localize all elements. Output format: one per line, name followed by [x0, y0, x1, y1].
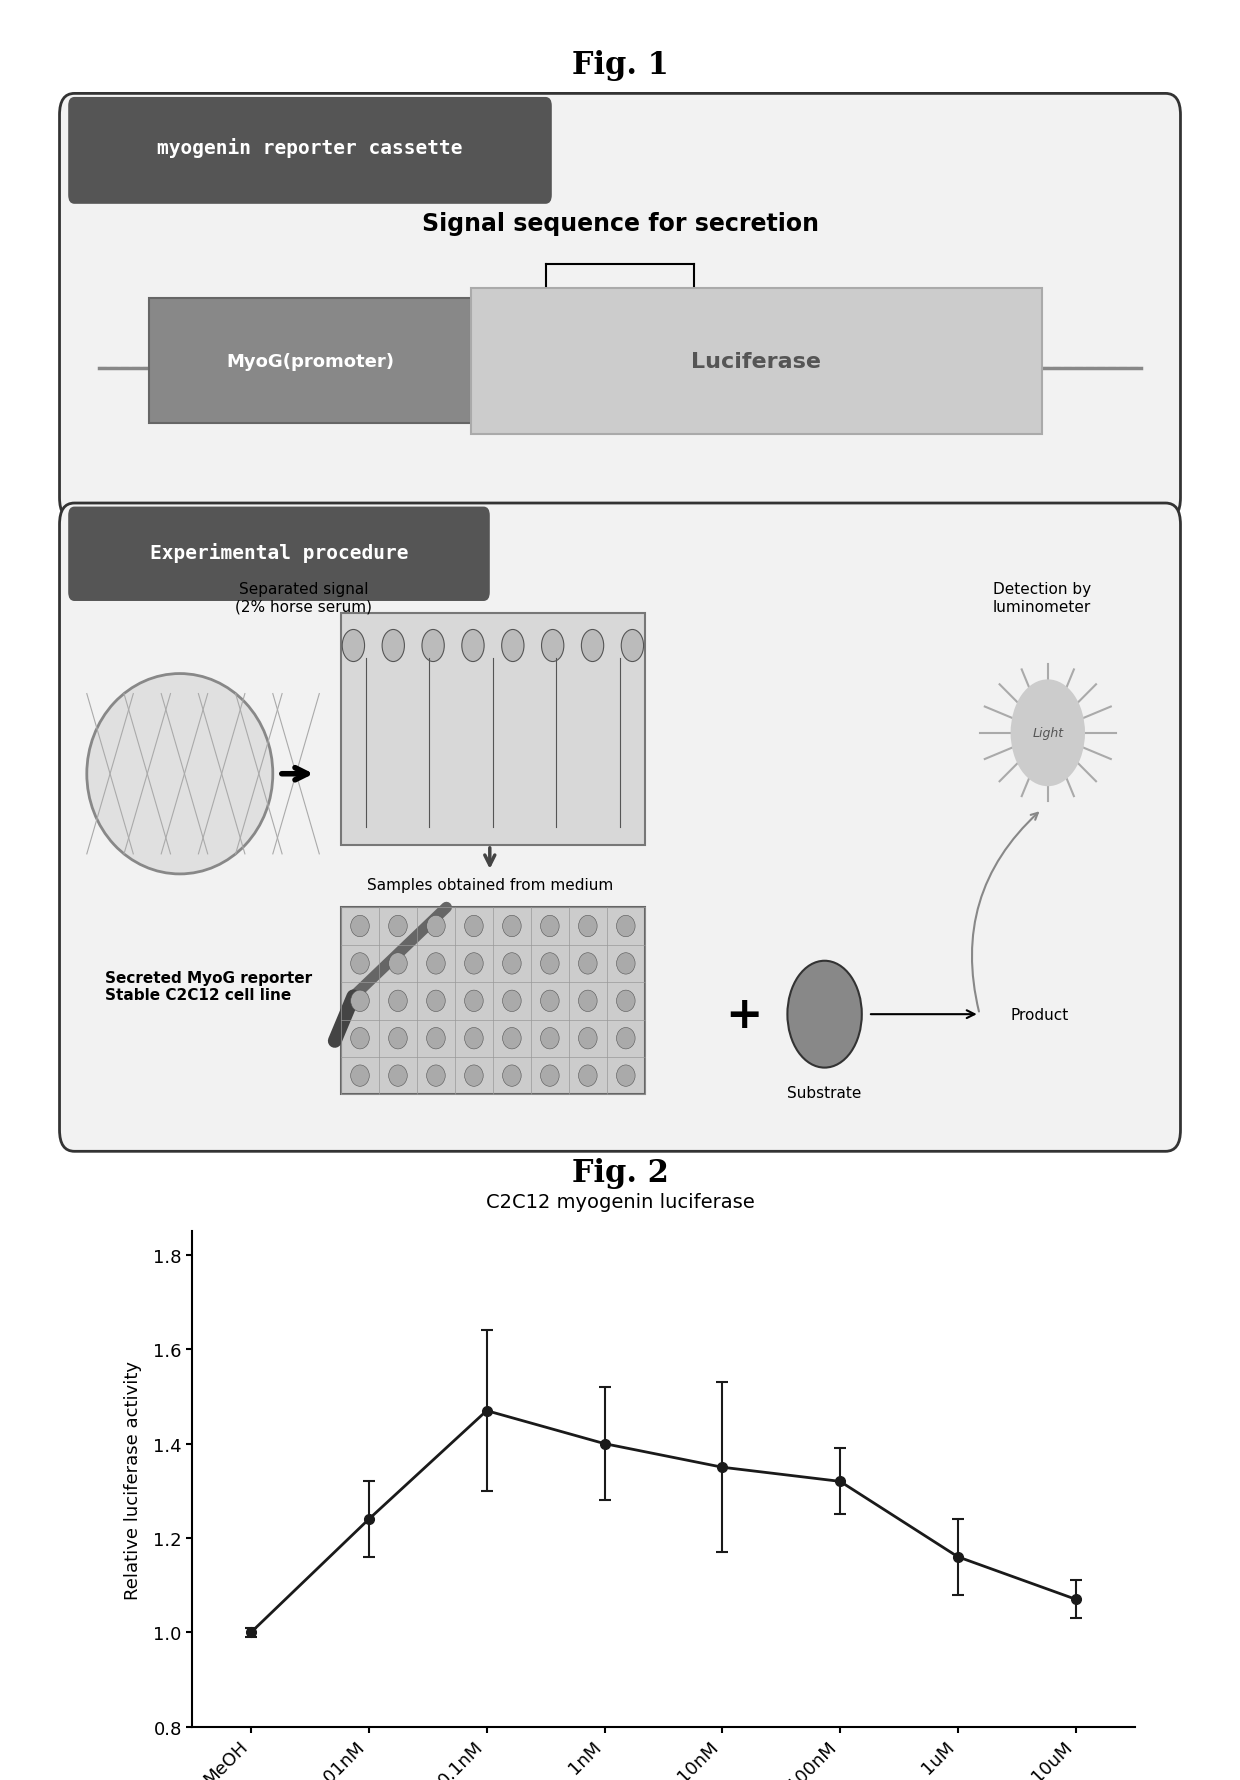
Ellipse shape [616, 915, 635, 936]
Ellipse shape [465, 915, 484, 936]
Ellipse shape [427, 1029, 445, 1050]
Ellipse shape [541, 954, 559, 975]
Text: myogenin reporter cassette: myogenin reporter cassette [157, 137, 463, 158]
Ellipse shape [541, 1064, 559, 1086]
Ellipse shape [616, 990, 635, 1011]
Text: C2C12 myogenin luciferase: C2C12 myogenin luciferase [486, 1193, 754, 1212]
Text: Luciferase: Luciferase [692, 351, 821, 372]
Ellipse shape [579, 1064, 598, 1086]
Text: +: + [725, 993, 763, 1036]
Ellipse shape [351, 915, 370, 936]
Ellipse shape [582, 630, 604, 662]
Ellipse shape [388, 915, 407, 936]
FancyBboxPatch shape [60, 504, 1180, 1152]
Text: Product: Product [1011, 1007, 1069, 1022]
Y-axis label: Relative luciferase activity: Relative luciferase activity [124, 1360, 143, 1598]
Text: Detection by
luminometer: Detection by luminometer [992, 582, 1091, 614]
Ellipse shape [502, 954, 521, 975]
Text: Fig. 2: Fig. 2 [572, 1157, 668, 1187]
Ellipse shape [351, 1064, 370, 1086]
Ellipse shape [465, 1029, 484, 1050]
Ellipse shape [579, 915, 598, 936]
Bar [341, 908, 645, 1095]
Ellipse shape [388, 1029, 407, 1050]
Ellipse shape [502, 630, 525, 662]
Ellipse shape [351, 1029, 370, 1050]
Ellipse shape [351, 954, 370, 975]
Ellipse shape [427, 954, 445, 975]
Ellipse shape [502, 915, 521, 936]
Ellipse shape [427, 990, 445, 1011]
Text: Samples obtained from medium: Samples obtained from medium [367, 878, 613, 892]
Bar [341, 614, 645, 845]
Ellipse shape [579, 1029, 598, 1050]
Text: Substrate: Substrate [787, 1086, 862, 1100]
Ellipse shape [465, 990, 484, 1011]
Ellipse shape [427, 1064, 445, 1086]
Text: Fig. 1: Fig. 1 [572, 50, 668, 80]
Text: Light: Light [1032, 726, 1064, 740]
Ellipse shape [465, 954, 484, 975]
FancyBboxPatch shape [68, 507, 490, 602]
Text: Signal sequence for secretion: Signal sequence for secretion [422, 212, 818, 237]
Text: Secreted MyoG reporter
Stable C2C12 cell line: Secreted MyoG reporter Stable C2C12 cell… [105, 970, 312, 1002]
Ellipse shape [87, 675, 273, 874]
Ellipse shape [427, 915, 445, 936]
Ellipse shape [541, 990, 559, 1011]
Circle shape [1011, 680, 1085, 787]
Ellipse shape [382, 630, 404, 662]
Ellipse shape [616, 1064, 635, 1086]
Circle shape [787, 961, 862, 1068]
Text: Separated signal
(2% horse serum): Separated signal (2% horse serum) [236, 582, 372, 614]
Ellipse shape [388, 1064, 407, 1086]
Ellipse shape [541, 915, 559, 936]
Ellipse shape [388, 990, 407, 1011]
FancyBboxPatch shape [60, 94, 1180, 520]
Ellipse shape [465, 1064, 484, 1086]
Ellipse shape [502, 1064, 521, 1086]
Ellipse shape [502, 1029, 521, 1050]
Ellipse shape [342, 630, 365, 662]
Ellipse shape [502, 990, 521, 1011]
Ellipse shape [621, 630, 644, 662]
Bar [149, 299, 471, 424]
Ellipse shape [388, 954, 407, 975]
Ellipse shape [616, 1029, 635, 1050]
Ellipse shape [542, 630, 564, 662]
Text: Experimental procedure: Experimental procedure [150, 543, 408, 562]
Ellipse shape [351, 990, 370, 1011]
Bar [471, 288, 1042, 434]
Ellipse shape [422, 630, 444, 662]
Ellipse shape [616, 954, 635, 975]
Ellipse shape [541, 1029, 559, 1050]
FancyBboxPatch shape [68, 98, 552, 205]
Ellipse shape [579, 990, 598, 1011]
Ellipse shape [579, 954, 598, 975]
Ellipse shape [461, 630, 484, 662]
Text: MyoG(promoter): MyoG(promoter) [226, 352, 394, 370]
